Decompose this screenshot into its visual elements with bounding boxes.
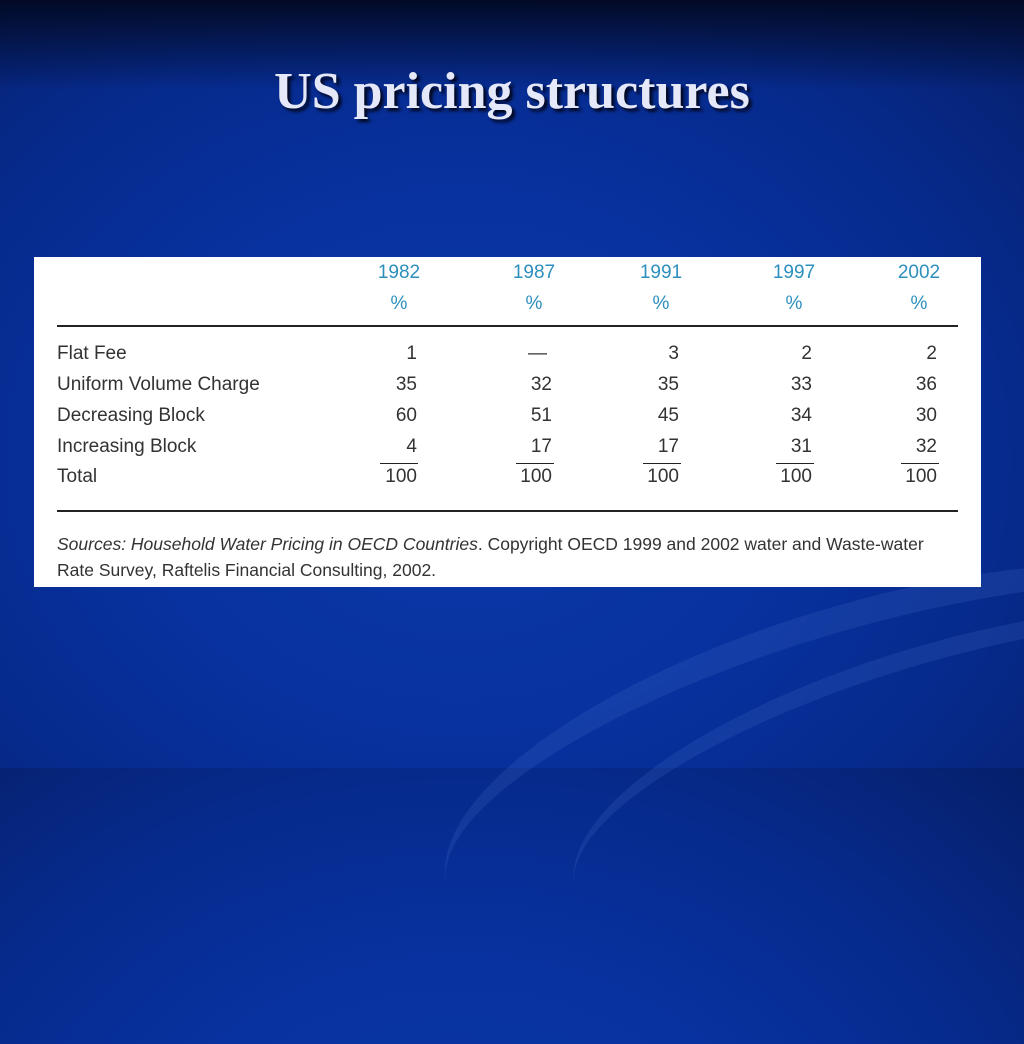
table-cell: 35 [395, 374, 417, 395]
total-underline [516, 463, 554, 465]
table-cell: 32 [530, 374, 552, 395]
source-rest: . Copyright OECD 1999 and 2002 water and… [57, 534, 924, 580]
source-title: Sources: Household Water Pricing in OECD… [57, 534, 478, 554]
row-label: Decreasing Block [57, 405, 205, 426]
table-cell: 36 [915, 374, 937, 395]
col-header-unit: % [910, 293, 928, 314]
source-note: Sources: Household Water Pricing in OECD… [57, 531, 962, 583]
table-cell: 2 [926, 343, 937, 364]
table-cell-total: 100 [905, 466, 937, 487]
table-cell-total: 100 [385, 466, 417, 487]
total-underline [776, 463, 814, 465]
table-cell: 2 [801, 343, 812, 364]
total-underline [380, 463, 418, 465]
table-cell: 3 [668, 343, 679, 364]
col-header-year: 1997 [772, 262, 816, 283]
table-cell: — [528, 343, 547, 364]
table-cell-total: 100 [520, 466, 552, 487]
table-cell: 31 [790, 436, 812, 457]
row-label: Flat Fee [57, 343, 127, 364]
col-header-unit: % [785, 293, 803, 314]
table-cell: 17 [530, 436, 552, 457]
col-header-unit: % [652, 293, 670, 314]
col-header-year: 1987 [512, 262, 556, 283]
col-header-year: 1991 [639, 262, 683, 283]
pricing-table: 1982 1987 1991 1997 2002 % % % % % Flat … [34, 257, 981, 587]
table-cell-total: 100 [647, 466, 679, 487]
table-cell: 1 [406, 343, 417, 364]
col-header-year: 2002 [897, 262, 941, 283]
table-cell: 4 [406, 436, 417, 457]
table-cell: 30 [915, 405, 937, 426]
background-top-shade [0, 0, 1024, 90]
table-cell: 60 [395, 405, 417, 426]
table-cell: 32 [915, 436, 937, 457]
header-rule [57, 325, 958, 327]
table-cell: 45 [657, 405, 679, 426]
table-cell: 35 [657, 374, 679, 395]
footer-rule [57, 510, 958, 512]
col-header-unit: % [390, 293, 408, 314]
table-cell-total: 100 [780, 466, 812, 487]
total-underline [643, 463, 681, 465]
col-header-year: 1982 [377, 262, 421, 283]
table-cell: 34 [790, 405, 812, 426]
row-label: Uniform Volume Charge [57, 374, 260, 395]
row-label: Increasing Block [57, 436, 197, 457]
col-header-unit: % [525, 293, 543, 314]
table-cell: 33 [790, 374, 812, 395]
row-label-total: Total [57, 466, 98, 487]
table-cell: 51 [530, 405, 552, 426]
slide-title: US pricing structures [274, 63, 750, 120]
total-underline [901, 463, 939, 465]
table-cell: 17 [657, 436, 679, 457]
